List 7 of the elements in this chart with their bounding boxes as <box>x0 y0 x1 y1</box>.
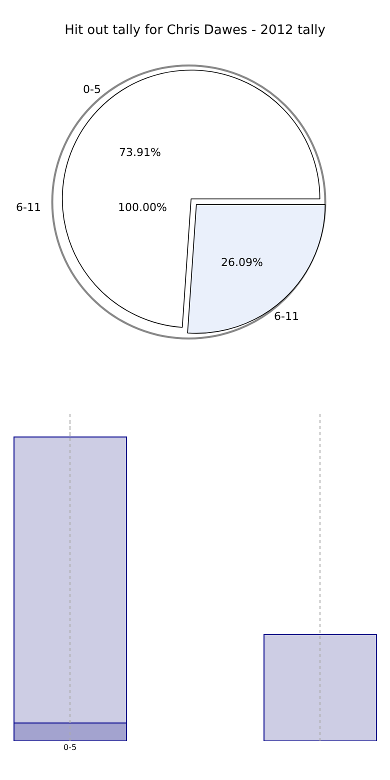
slice-label: 0-5 <box>83 83 101 96</box>
data-label: 100.00% <box>118 201 167 214</box>
slice-label: 6-11 <box>274 310 299 323</box>
data-label: 26.09% <box>221 256 263 269</box>
data-label: 73.91% <box>119 146 161 159</box>
chart-title: Hit out tally for Chris Dawes - 2012 tally <box>64 23 326 38</box>
slice-label: 6-11 <box>16 201 41 214</box>
